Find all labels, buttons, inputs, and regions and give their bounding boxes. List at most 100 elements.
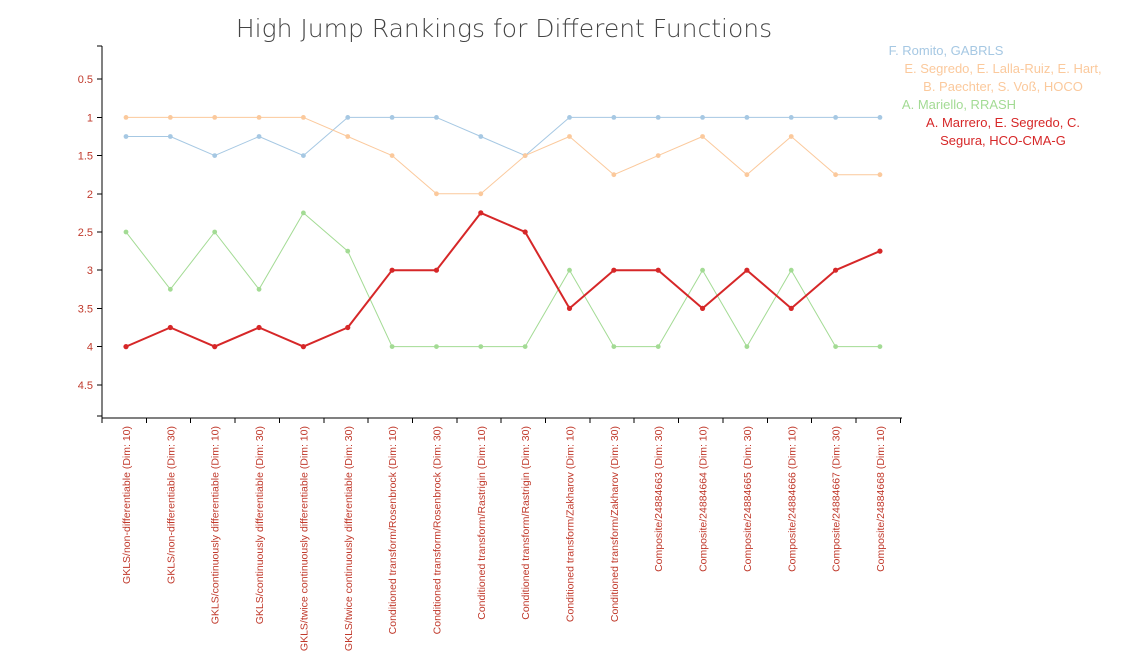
x-tick-label: Conditioned transform/Zakharov (Dim: 30)	[609, 426, 621, 622]
data-point	[788, 115, 794, 120]
data-point	[212, 153, 218, 159]
data-point	[167, 324, 173, 331]
data-point	[212, 344, 218, 350]
data-point	[256, 134, 262, 139]
data-point	[566, 305, 573, 311]
data-point	[522, 229, 528, 235]
data-point	[700, 115, 705, 120]
data-point	[877, 115, 883, 120]
data-point	[256, 115, 262, 120]
data-point	[877, 172, 883, 178]
data-point	[655, 267, 661, 273]
data-point	[744, 267, 750, 273]
y-tick-label: 2	[87, 189, 93, 201]
data-point	[833, 344, 838, 349]
data-point	[744, 115, 750, 120]
data-point	[567, 267, 572, 273]
series-line	[125, 212, 880, 348]
data-point	[611, 344, 617, 349]
series-3	[123, 210, 883, 349]
x-tick-label: Conditioned transform/Rastrigin (Dim: 10…	[476, 426, 488, 620]
x-axis: GKLS/non-differentiable (Dim: 10) GKLS/no…	[101, 417, 902, 651]
data-point	[434, 344, 439, 349]
data-point	[345, 324, 351, 331]
chart-title: High Jump Rankings for Different Functio…	[236, 14, 772, 43]
legend-item-label: F. Romito, GABRLS	[888, 43, 1004, 58]
y-tick-label: 3.5	[78, 303, 93, 315]
data-point	[522, 344, 528, 349]
series-line	[126, 116, 880, 157]
legend-item-label: B. Paechter, S. Voß, HOCO	[923, 79, 1083, 94]
y-tick-label: 1.5	[78, 151, 93, 163]
x-tick-label: Composite/24884668 (Dim: 10)	[875, 426, 887, 572]
x-tick-label: GKLS/non-differentiable (Dim: 30)	[165, 426, 177, 584]
data-point	[833, 172, 838, 178]
x-tick-label: Composite/24884666 (Dim: 10)	[786, 426, 798, 572]
data-point	[167, 134, 173, 139]
y-tick-label: 4	[87, 342, 93, 354]
legend-item-label: Segura, HCO-CMA-G	[940, 133, 1066, 148]
x-tick-label: GKLS/twice continuously differentiable (…	[298, 426, 310, 651]
data-point	[123, 115, 129, 120]
legend-item[interactable]: A. Mariello, RRASH	[839, 96, 1079, 114]
data-point	[300, 344, 306, 350]
data-point	[744, 172, 750, 178]
legend-item[interactable]: A. Marrero, E. Segredo, C. Segura, HCO-CM…	[883, 114, 1123, 150]
data-point	[256, 324, 262, 331]
y-axis: 0.5 1 1.5 2 2.5 3 3.5 4 4.5	[78, 45, 103, 418]
data-point	[522, 153, 528, 159]
data-point	[345, 134, 351, 139]
y-tick-label: 3	[87, 265, 93, 277]
legend-item[interactable]: E. Segredo, E. Lalla-Ruiz, E. Hart, B. Pa…	[883, 60, 1123, 96]
data-point	[123, 134, 129, 139]
data-point	[700, 267, 705, 273]
data-point	[788, 267, 794, 273]
series-line	[126, 116, 880, 195]
data-point	[877, 344, 883, 349]
y-tick-label: 0.5	[78, 74, 93, 86]
data-point	[433, 267, 440, 273]
data-point	[434, 191, 439, 197]
series-2	[123, 115, 883, 197]
series-layer	[123, 115, 883, 350]
data-point	[301, 153, 306, 159]
data-point	[301, 210, 306, 216]
data-point	[212, 115, 218, 120]
data-point	[345, 115, 351, 120]
x-tick-label: Conditioned transform/Rosenbrock (Dim: 1…	[387, 426, 399, 634]
legend-item-label: A. Mariello, RRASH	[901, 97, 1017, 112]
data-point	[167, 115, 173, 120]
data-point	[389, 115, 395, 120]
data-point	[212, 229, 218, 235]
x-tick-label: Conditioned transform/Rosenbrock (Dim: 3…	[431, 426, 443, 634]
data-point	[699, 305, 706, 311]
data-point	[788, 134, 794, 139]
data-point	[655, 115, 661, 120]
x-tick-label: GKLS/continuously differentiable (Dim: 3…	[254, 426, 266, 624]
data-point	[478, 191, 484, 197]
data-point	[655, 344, 661, 349]
data-point	[389, 153, 395, 159]
x-tick-label: Composite/24884663 (Dim: 30)	[653, 426, 665, 572]
x-tick-label: Composite/24884664 (Dim: 10)	[698, 426, 710, 572]
x-tick-label: Conditioned transform/Rastrigin (Dim: 30…	[520, 426, 532, 620]
x-tick-label: GKLS/continuously differentiable (Dim: 1…	[210, 426, 222, 624]
x-tick-label: Conditioned transform/Zakharov (Dim: 10)	[565, 426, 577, 622]
data-point	[434, 115, 439, 120]
data-point	[567, 115, 572, 120]
data-point	[123, 229, 129, 235]
data-point	[167, 286, 173, 292]
x-tick-label: Composite/24884667 (Dim: 30)	[831, 426, 843, 572]
x-tick-label: Composite/24884665 (Dim: 30)	[742, 426, 754, 572]
series-line	[125, 211, 881, 348]
data-point	[744, 344, 750, 349]
data-point	[123, 344, 129, 350]
data-point	[611, 115, 617, 120]
data-point	[567, 134, 572, 139]
legend-item-label: E. Segredo, E. Lalla-Ruiz, E. Hart,	[904, 61, 1102, 76]
data-point	[478, 344, 484, 349]
legend-item[interactable]: F. Romito, GABRLS	[826, 42, 1066, 60]
data-point	[478, 134, 484, 139]
data-point	[256, 286, 262, 292]
